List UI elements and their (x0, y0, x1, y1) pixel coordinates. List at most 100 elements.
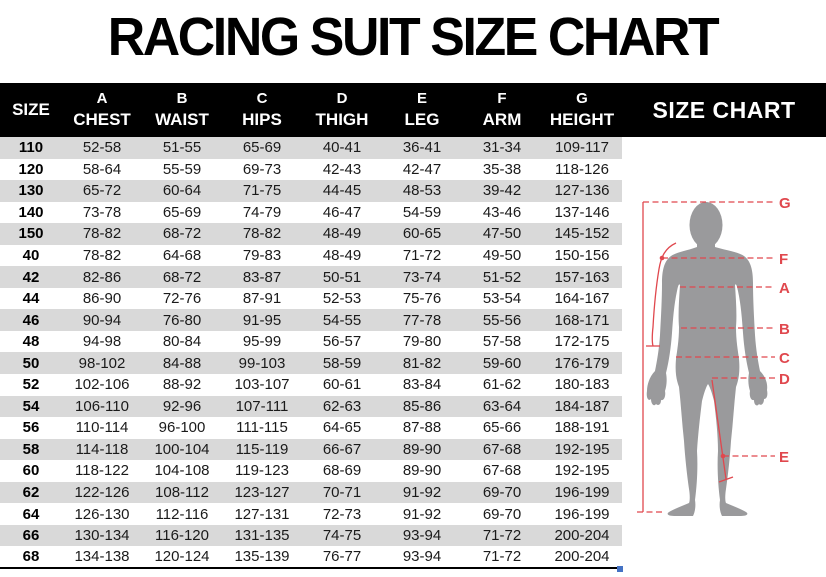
value-cell: 72-76 (162, 290, 202, 308)
value-cell: 131-135 (234, 527, 290, 545)
value-cell: 184-187 (554, 397, 610, 415)
value-cell: 42-43 (322, 160, 362, 178)
size-diagram: G F A B C D E (636, 195, 826, 530)
value-cell: 111-115 (236, 419, 288, 437)
inseam-bottom-tick (718, 476, 734, 483)
value-cell: 39-42 (482, 182, 522, 200)
value-cell: 120-124 (154, 548, 210, 566)
value-cell: 168-171 (554, 311, 610, 329)
size-cell: 66 (22, 527, 40, 545)
value-cell: 118-126 (555, 160, 609, 178)
value-cell: 54-55 (322, 311, 362, 329)
column-letter: D (336, 90, 348, 108)
diagram-label-e: E (779, 449, 789, 466)
value-cell: 83-84 (402, 376, 442, 394)
value-cell: 116-120 (155, 527, 209, 545)
value-cell: 188-191 (554, 419, 610, 437)
value-cell: 58-64 (82, 160, 122, 178)
size-cell: 110 (18, 139, 44, 157)
measurement-leg-line (711, 379, 734, 483)
value-cell: 77-78 (402, 311, 442, 329)
value-cell: 55-56 (482, 311, 522, 329)
column-header: F ARM (462, 83, 542, 137)
value-cell: 54-59 (402, 203, 442, 221)
value-cell: 114-118 (75, 440, 129, 458)
value-cell: 85-86 (402, 397, 442, 415)
column-letter: B (176, 90, 188, 108)
size-cell: 68 (22, 548, 40, 566)
human-silhouette (646, 202, 768, 516)
value-cell: 48-49 (322, 247, 362, 264)
size-cell: 60 (22, 462, 40, 480)
table-row: 120 58-64 55-59 69-73 42-43 42-47 35-38 118-12… (0, 158, 622, 181)
value-cell: 93-94 (402, 527, 442, 545)
value-cell: 47-50 (482, 225, 522, 243)
value-cell: 43-46 (482, 203, 522, 221)
inseam-line (711, 379, 727, 480)
value-cell: 103-107 (234, 376, 290, 394)
column-letter: F (497, 90, 507, 108)
column-headers: A CHEST B WAIST C HIPS D THIGH E LEG F A… (62, 83, 622, 137)
value-cell: 135-139 (234, 548, 290, 566)
value-cell: 69-70 (482, 484, 522, 502)
table-row: 60 118-122 104-108 119-123 68-69 89-90 67-68 1… (0, 460, 622, 482)
value-cell: 68-69 (322, 462, 362, 480)
value-cell: 99-103 (238, 354, 286, 372)
size-cell: 130 (18, 182, 44, 200)
column-header: C HIPS (222, 83, 302, 137)
value-cell: 123-127 (234, 484, 290, 502)
value-cell: 150-156 (554, 247, 610, 264)
value-cell: 57-58 (482, 333, 522, 351)
table-row: 52 102-106 88-92 103-107 60-61 83-84 61-62 180… (0, 374, 622, 396)
column-label: LEG (404, 109, 440, 129)
value-cell: 96-100 (158, 419, 206, 437)
value-cell: 91-95 (242, 311, 282, 329)
diagram-label-g: G (779, 195, 791, 212)
value-cell: 89-90 (402, 440, 442, 458)
size-cell: 48 (22, 333, 40, 351)
value-cell: 51-52 (482, 268, 522, 286)
column-label: THIGH (315, 109, 369, 129)
value-cell: 196-199 (554, 484, 610, 502)
value-cell: 102-106 (74, 376, 130, 394)
value-cell: 76-80 (162, 311, 202, 329)
value-cell: 60-65 (402, 225, 442, 243)
value-cell: 200-204 (554, 548, 610, 566)
value-cell: 78-82 (242, 225, 282, 243)
size-cell: 42 (22, 268, 40, 286)
value-cell: 87-88 (402, 419, 442, 437)
value-cell: 88-92 (162, 376, 202, 394)
value-cell: 83-87 (242, 268, 282, 286)
size-cell: 54 (22, 397, 40, 415)
value-cell: 130-134 (74, 527, 130, 545)
size-cell: 140 (18, 203, 44, 221)
selection-handle-artifact (617, 566, 623, 572)
value-cell: 49-50 (482, 247, 522, 264)
value-cell: 172-175 (554, 333, 610, 351)
value-cell: 79-83 (242, 247, 282, 264)
value-cell: 127-131 (234, 505, 290, 523)
silhouette-head (689, 202, 723, 248)
size-cell: 46 (22, 311, 40, 329)
value-cell: 89-90 (402, 462, 442, 480)
value-cell: 52-53 (322, 290, 362, 308)
column-header: B WAIST (142, 83, 222, 137)
value-cell: 64-68 (162, 247, 202, 264)
column-header: E LEG (382, 83, 462, 137)
value-cell: 81-82 (402, 354, 442, 372)
table-row: 54 106-110 92-96 107-111 62-63 85-86 63-64 184… (0, 395, 622, 418)
value-cell: 92-96 (162, 397, 202, 415)
value-cell: 60-64 (162, 182, 202, 200)
value-cell: 196-199 (554, 505, 610, 523)
value-cell: 31-34 (482, 139, 522, 157)
column-letter: C (256, 90, 268, 108)
value-cell: 108-112 (155, 484, 209, 502)
value-cell: 94-98 (82, 333, 122, 351)
value-cell: 67-68 (482, 440, 522, 458)
value-cell: 52-58 (82, 139, 122, 157)
value-cell: 74-75 (322, 527, 362, 545)
value-cell: 107-111 (235, 397, 289, 415)
value-cell: 50-51 (322, 268, 362, 286)
arm-curve (651, 242, 677, 347)
table-row: 50 98-102 84-88 99-103 58-59 81-82 59-60 176-1… (0, 352, 622, 375)
